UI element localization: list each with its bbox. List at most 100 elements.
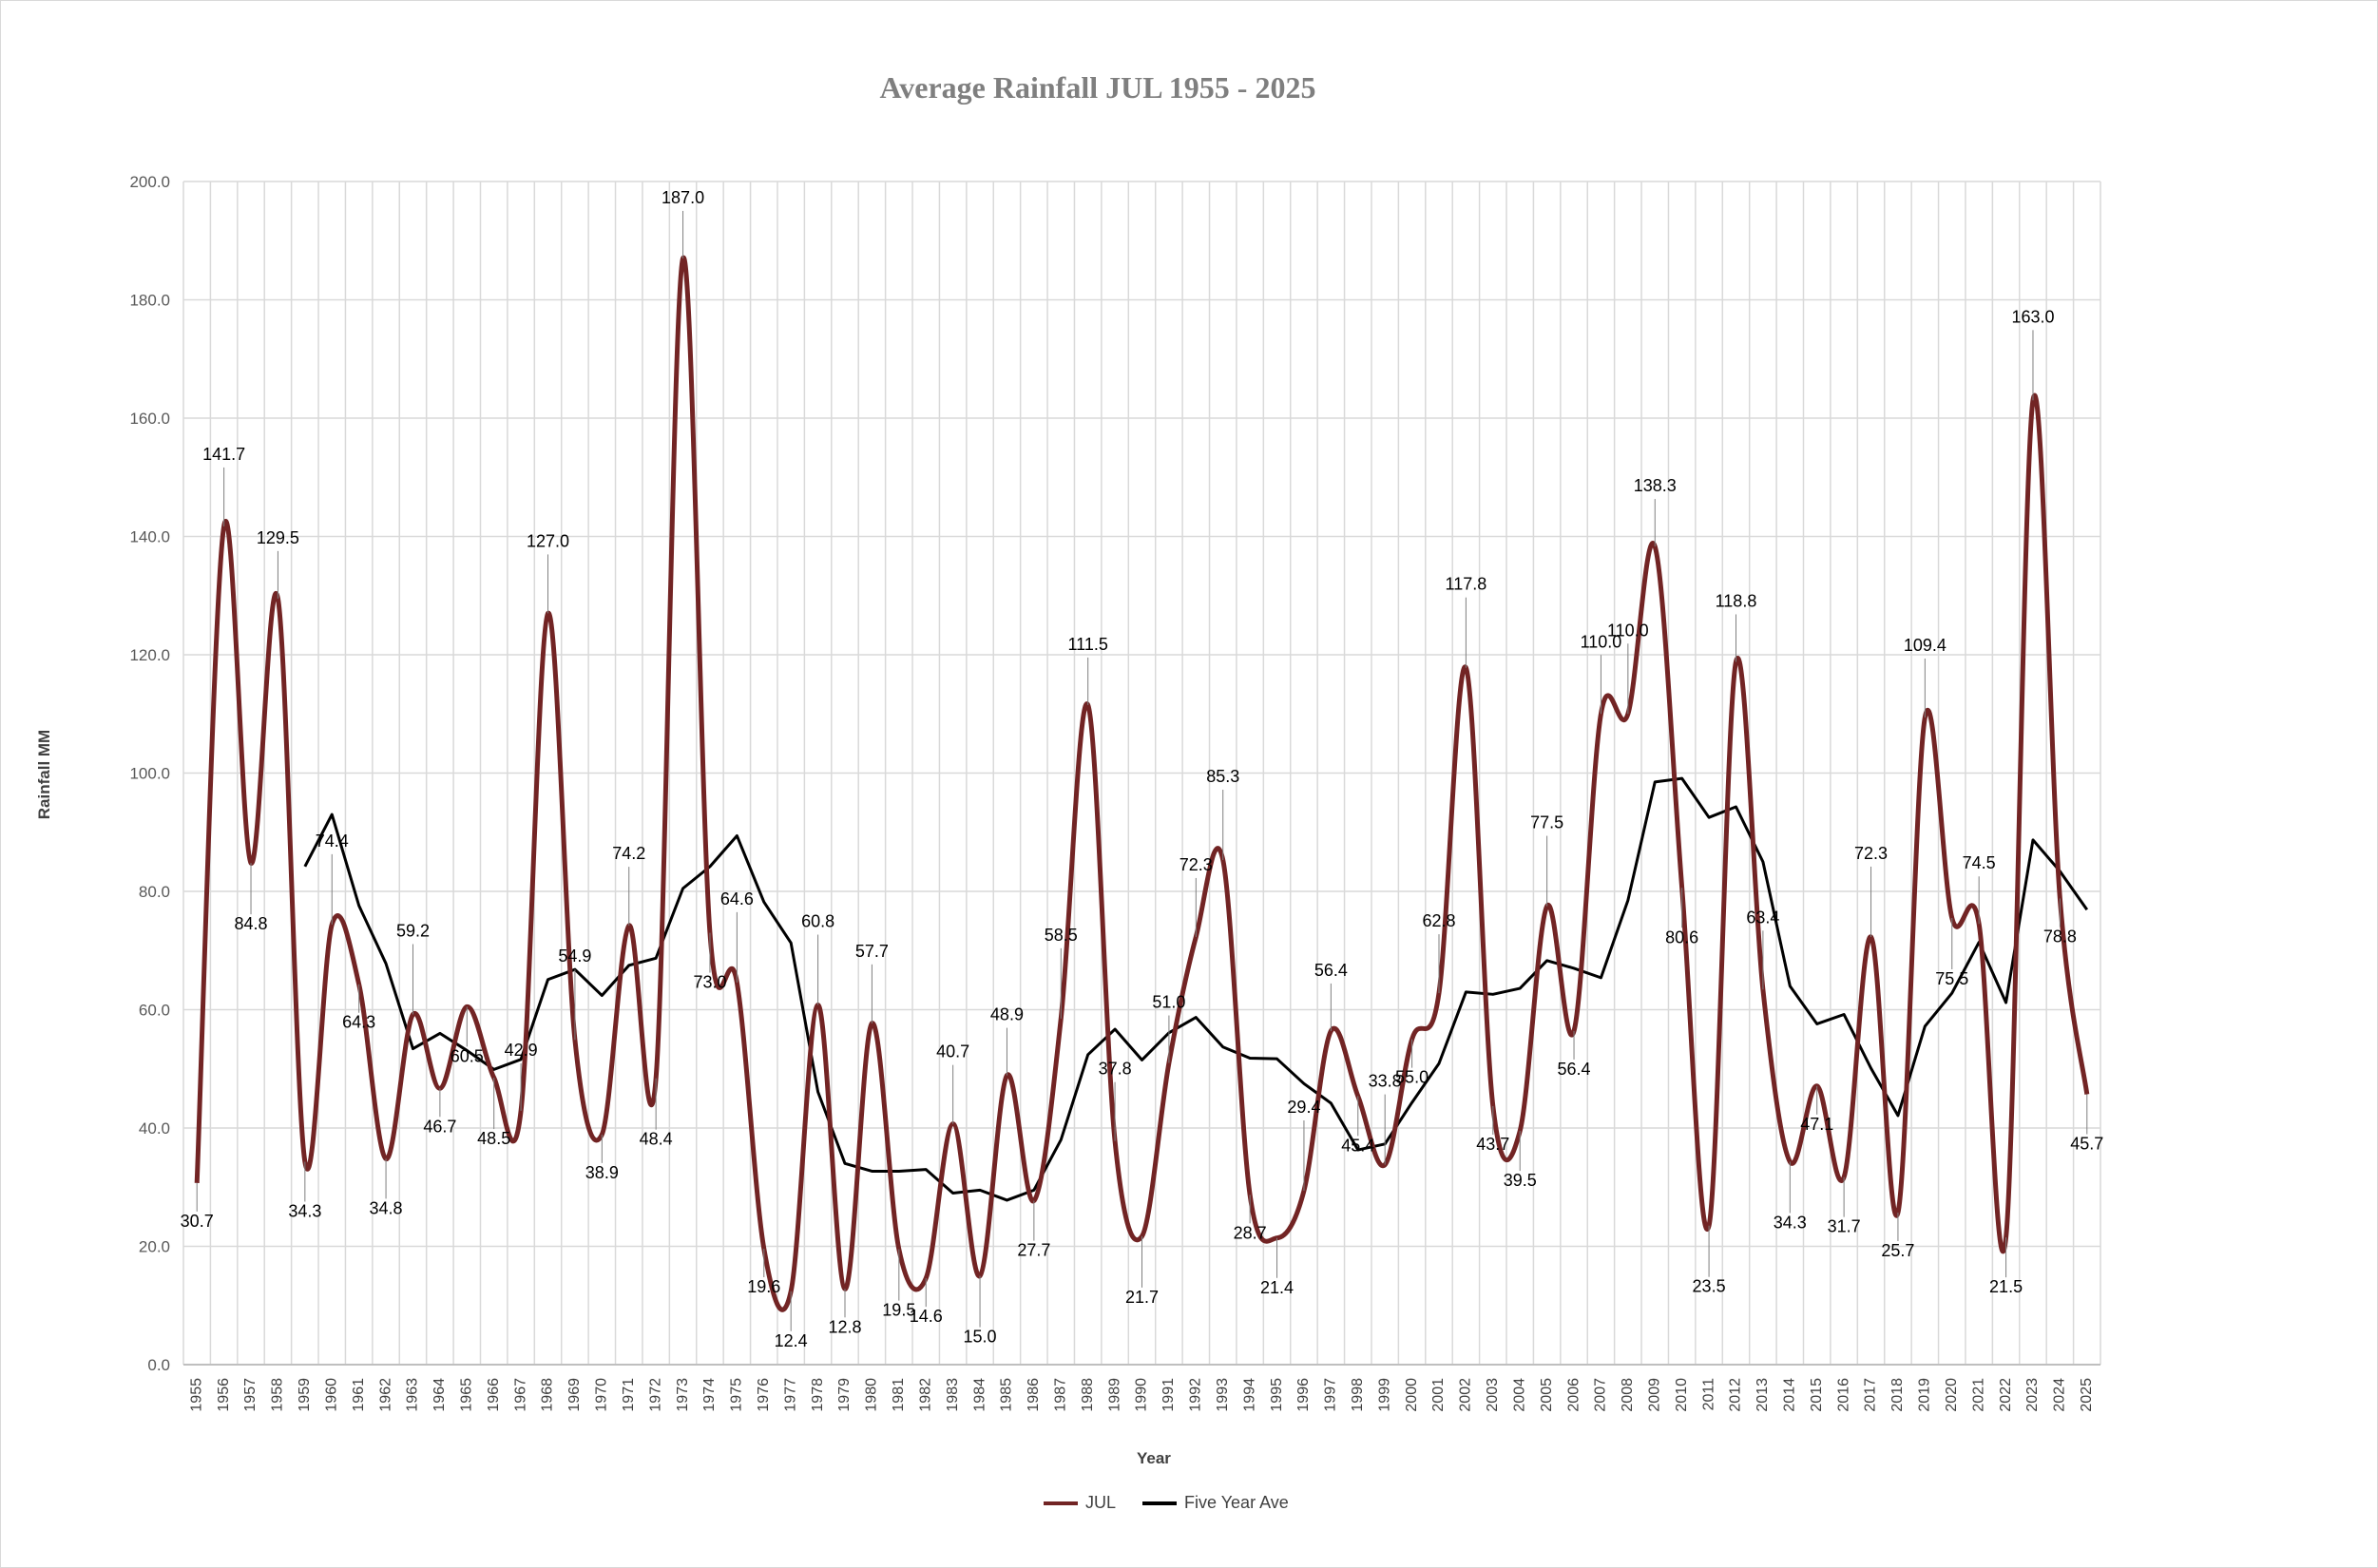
legend-item-jul: JUL: [1044, 1493, 1116, 1513]
x-tick-label: 2010: [1674, 1378, 1690, 1412]
x-tick-label: 1995: [1269, 1378, 1285, 1412]
x-tick-label: 1998: [1350, 1378, 1366, 1412]
y-tick-label: 140.0: [129, 528, 170, 546]
x-tick-label: 2003: [1485, 1378, 1501, 1412]
data-label: 56.4: [1314, 961, 1348, 980]
x-tick-label: 2016: [1835, 1378, 1851, 1412]
x-tick-label: 2025: [2079, 1378, 2095, 1412]
legend-label-five-year-ave: Five Year Ave: [1184, 1493, 1289, 1513]
data-label: 77.5: [1530, 813, 1563, 832]
data-label: 56.4: [1558, 1060, 1591, 1079]
data-label: 46.7: [423, 1117, 456, 1136]
data-label: 85.3: [1206, 767, 1239, 786]
x-tick-label: 2006: [1565, 1378, 1582, 1412]
data-label: 47.1: [1800, 1115, 1833, 1134]
x-tick-label: 1971: [621, 1378, 637, 1412]
data-label: 21.7: [1125, 1288, 1159, 1307]
x-tick-label: 2024: [2052, 1378, 2068, 1412]
data-label: 80.6: [1665, 927, 1698, 947]
x-tick-label: 2007: [1593, 1378, 1609, 1412]
data-label: 27.7: [1017, 1241, 1050, 1260]
x-tick-label: 1978: [810, 1378, 826, 1412]
data-label: 21.5: [1989, 1277, 2023, 1296]
x-tick-label: 1985: [999, 1378, 1015, 1412]
data-label: 64.6: [720, 889, 754, 908]
data-label: 64.3: [342, 1013, 375, 1032]
x-tick-label: 1994: [1241, 1378, 1257, 1412]
data-label: 118.8: [1716, 591, 1757, 610]
data-label: 138.3: [1634, 476, 1677, 495]
legend: JUL Five Year Ave: [1044, 1493, 1289, 1513]
x-tick-label: 1981: [891, 1378, 907, 1412]
x-tick-label: 1976: [756, 1378, 772, 1412]
x-tick-label: 1973: [675, 1378, 691, 1412]
x-tick-label: 2009: [1646, 1378, 1662, 1412]
x-tick-label: 1955: [188, 1378, 204, 1412]
x-tick-label: 2017: [1863, 1378, 1879, 1412]
data-label: 110.0: [1607, 621, 1649, 640]
x-tick-label: 2011: [1700, 1378, 1716, 1411]
x-tick-label: 1967: [512, 1378, 528, 1412]
data-label: 42.9: [505, 1041, 538, 1060]
x-tick-label: 2020: [1944, 1378, 1960, 1412]
data-label: 72.3: [1179, 855, 1213, 874]
data-label: 48.9: [990, 1005, 1024, 1024]
x-tick-label: 1989: [1106, 1378, 1122, 1412]
x-tick-label: 1959: [297, 1378, 313, 1412]
x-tick-label: 1986: [1026, 1378, 1042, 1412]
y-tick-label: 180.0: [129, 292, 170, 310]
x-tick-label: 1999: [1376, 1378, 1392, 1412]
x-tick-label: 2004: [1511, 1378, 1527, 1412]
data-label: 163.0: [2011, 307, 2054, 326]
y-tick-label: 40.0: [139, 1119, 170, 1138]
data-labels: 30.7141.784.8129.534.374.464.334.859.246…: [181, 188, 2104, 1350]
y-tick-label: 80.0: [139, 883, 170, 901]
data-label: 54.9: [558, 947, 591, 966]
data-label: 74.5: [1963, 853, 1996, 872]
data-label: 59.2: [396, 921, 430, 940]
y-tick-label: 200.0: [129, 173, 170, 191]
x-tick-label: 2013: [1755, 1378, 1771, 1412]
x-tick-label: 1956: [216, 1378, 232, 1412]
data-label: 12.8: [828, 1317, 861, 1336]
x-tick-label: 2019: [1917, 1378, 1933, 1412]
data-label: 129.5: [257, 528, 299, 547]
x-tick-label: 2005: [1539, 1378, 1555, 1412]
x-tick-label: 2002: [1458, 1378, 1474, 1412]
y-tick-label: 0.0: [147, 1356, 170, 1374]
x-tick-label: 1983: [945, 1378, 961, 1412]
x-tick-label: 1980: [864, 1378, 880, 1412]
x-tick-label: 2015: [1809, 1378, 1825, 1412]
x-tick-label: 1996: [1295, 1378, 1312, 1412]
x-tick-label: 1972: [647, 1378, 663, 1412]
x-tick-label: 1987: [1052, 1378, 1068, 1412]
data-label: 74.4: [316, 832, 349, 851]
data-label: 12.4: [775, 1331, 808, 1350]
data-label: 60.5: [451, 1046, 484, 1065]
data-label: 29.4: [1287, 1098, 1320, 1117]
x-tick-label: 1982: [917, 1378, 933, 1412]
x-tick-label: 2008: [1620, 1378, 1636, 1412]
x-tick-label: 1968: [540, 1378, 556, 1412]
x-tick-label: 2012: [1728, 1378, 1744, 1412]
x-tick-label: 2018: [1889, 1378, 1906, 1412]
legend-swatch-five-year-ave: [1142, 1501, 1177, 1505]
x-tick-label: 1966: [486, 1378, 502, 1412]
data-label: 62.8: [1422, 911, 1455, 930]
y-tick-label: 60.0: [139, 1002, 170, 1020]
data-label: 19.6: [747, 1277, 780, 1296]
data-label: 37.8: [1099, 1060, 1132, 1079]
x-tick-label: 2023: [2024, 1378, 2041, 1412]
data-label: 73.0: [693, 973, 726, 992]
x-tick-label: 1991: [1160, 1378, 1177, 1412]
data-label: 28.7: [1234, 1223, 1267, 1242]
y-tick-label: 20.0: [139, 1238, 170, 1256]
x-tick-label: 1984: [971, 1378, 988, 1412]
data-label: 30.7: [181, 1212, 214, 1231]
data-label: 51.0: [1152, 993, 1185, 1012]
x-tick-label: 1965: [459, 1378, 475, 1412]
x-tick-label: 2014: [1782, 1378, 1798, 1412]
data-label: 38.9: [585, 1163, 619, 1182]
data-label: 34.3: [1774, 1213, 1807, 1232]
data-label: 48.4: [640, 1130, 673, 1149]
